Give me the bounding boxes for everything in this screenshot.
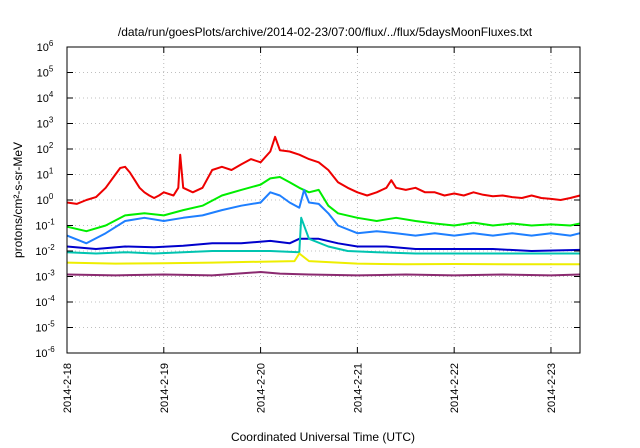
chart-title: /data/run/goesPlots/archive/2014-02-23/0…	[118, 25, 533, 39]
x-tick-label: 2014-2-18	[62, 363, 74, 413]
y-tick-label: 10-3	[35, 269, 55, 284]
x-axis-label: Coordinated Universal Time (UTC)	[231, 430, 415, 444]
y-tick-label: 103	[37, 116, 54, 131]
x-tick-labels: 2014-2-18 2014-2-19 2014-2-20 2014-2-21 2014…	[62, 363, 558, 413]
y-axis-label: protons/cm²-s-sr-MeV	[11, 142, 25, 258]
y-tick-label: 101	[37, 167, 54, 182]
y-tick-label: 10-6	[35, 345, 55, 360]
y-tick-label: 10-1	[35, 218, 55, 233]
x-tick-label: 2014-2-23	[546, 363, 558, 413]
series-line-4	[66, 216, 580, 255]
y-tick-label: 105	[37, 65, 54, 80]
y-tick-label: 104	[37, 90, 54, 105]
x-tick-label: 2014-2-21	[352, 363, 364, 413]
series-line-0	[66, 135, 581, 205]
y-tick-label: 10-5	[35, 320, 55, 335]
series-line-1	[66, 176, 581, 233]
grid-lines	[67, 47, 580, 353]
series-layer	[66, 135, 581, 277]
x-tick-label: 2014-2-19	[159, 363, 171, 413]
y-tick-label: 102	[37, 141, 54, 156]
x-tick-label: 2014-2-22	[449, 363, 461, 413]
y-tick-label: 10-2	[35, 243, 55, 258]
y-tick-label: 100	[37, 192, 54, 207]
x-tick-label: 2014-2-20	[256, 363, 268, 413]
y-tick-label: 10-4	[35, 294, 55, 309]
y-tick-label: 106	[37, 39, 54, 54]
y-tick-labels: 10-6 10-5 10-4 10-3 10-2 10-1 100 101 102 103 104 1…	[35, 39, 55, 360]
series-line-6	[66, 271, 581, 277]
series-line-5	[66, 252, 580, 266]
series-line-2	[66, 188, 581, 245]
tick-marks	[66, 46, 580, 354]
